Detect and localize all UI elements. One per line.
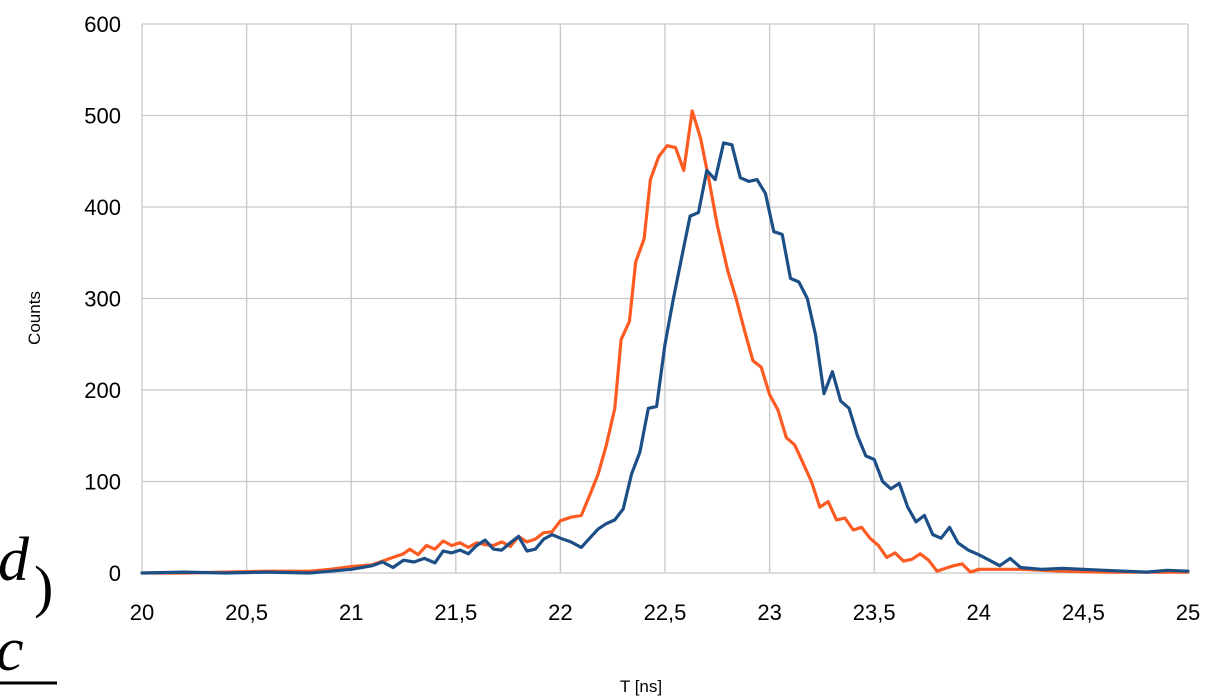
x-tick-labels: 20 20,5 21 21,5 22 22,5 23 23,5 24 24,5 25	[130, 600, 1200, 625]
y-tick-label: 200	[84, 378, 121, 403]
x-tick-label: 21	[339, 600, 363, 625]
series-line-2	[140, 141, 1190, 575]
formula-numerator: d	[0, 526, 30, 594]
x-tick-label: 21,5	[434, 600, 477, 625]
x-tick-label: 22	[548, 600, 572, 625]
x-tick-label: 22,5	[644, 600, 687, 625]
x-tick-label: 23	[757, 600, 781, 625]
y-tick-label: 500	[84, 104, 121, 129]
x-tick-label: 24,5	[1062, 600, 1105, 625]
x-tick-label: 24	[967, 600, 991, 625]
y-tick-label: 100	[84, 470, 121, 495]
y-axis-title: Counts	[25, 291, 44, 345]
x-axis-title: T [ns]	[620, 677, 662, 696]
formula-paren: )	[34, 554, 53, 619]
x-tick-label: 20	[130, 600, 154, 625]
y-tick-label: 0	[109, 561, 121, 586]
formula-fragment: d ) c	[0, 526, 57, 685]
y-tick-label: 600	[84, 12, 121, 37]
formula-denominator: c	[0, 616, 24, 684]
x-tick-label: 20,5	[225, 600, 268, 625]
y-tick-labels: 0 100 200 300 400 500 600	[84, 12, 121, 586]
y-tick-label: 300	[84, 287, 121, 312]
x-tick-label: 25	[1176, 600, 1200, 625]
y-tick-label: 400	[84, 195, 121, 220]
series-line-1	[140, 109, 1190, 575]
x-tick-label: 23,5	[853, 600, 896, 625]
series-lines	[140, 109, 1190, 575]
